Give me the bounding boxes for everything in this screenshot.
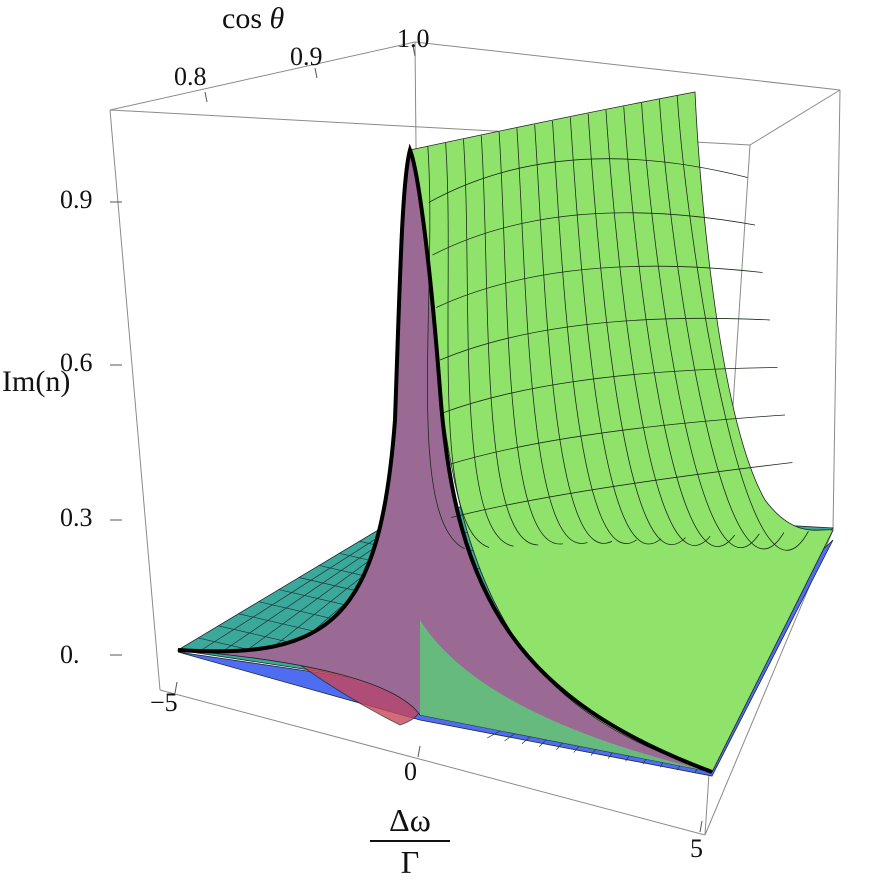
x-tick-label: 0: [404, 757, 417, 786]
y-axis-title: cos θ: [222, 2, 285, 35]
y-tick-label: 0.8: [174, 62, 207, 91]
ridge-grid-line: [534, 124, 613, 544]
ridge-shade: [420, 620, 712, 772]
ridge-grid-line: [451, 462, 793, 518]
z-tick-label: 0.3: [60, 503, 93, 532]
ridge-grid-line: [443, 367, 778, 413]
ridge-grid-line: [463, 139, 514, 547]
ridge-grid-line: [427, 146, 465, 550]
ridge-grid-line: [605, 110, 711, 546]
ridge-grid-line: [569, 117, 662, 545]
y-tick-label: 1.0: [397, 24, 430, 53]
tick-marks: [110, 45, 703, 833]
z-tick-label: 0.9: [60, 185, 93, 214]
ridge-grid-line: [428, 158, 748, 203]
z-axis-title: Im(n): [2, 365, 71, 398]
ridge-grid-line: [587, 113, 686, 546]
y-tick-label: 0.9: [290, 42, 323, 71]
box-edge: [109, 41, 416, 111]
ridge-grid-line: [641, 102, 760, 548]
ridge-grid-line: [480, 135, 539, 546]
box-edge: [749, 89, 841, 146]
ridge-grid-line: [445, 142, 490, 548]
x-tick: [417, 745, 421, 758]
x-tick-label: 5: [690, 834, 703, 863]
y-tick: [204, 91, 208, 103]
ridge-grid-line: [432, 212, 756, 256]
z-tick-label: 0.6: [60, 348, 93, 377]
ridge-grid-line: [439, 317, 771, 361]
ridge-grid-line: [516, 128, 588, 544]
x-tick: [174, 681, 178, 694]
y-tick: [314, 67, 318, 79]
fraction-bar: [370, 840, 450, 842]
box-edge: [109, 109, 161, 691]
ridge-grid-line: [552, 120, 637, 544]
box-edge: [832, 89, 841, 531]
x-tick: [699, 820, 703, 833]
ridge-grid-line: [436, 265, 763, 308]
x-axis-title-numerator: Δω: [389, 802, 431, 838]
ridge-grid-line: [676, 95, 809, 551]
ridge-grid-line: [498, 131, 563, 545]
ridge-grid-line: [623, 106, 736, 547]
ridge-grid: [427, 95, 809, 551]
box-edge: [414, 41, 841, 91]
box-edge: [159, 689, 706, 836]
z-tick-label: 0.: [60, 640, 80, 669]
x-axis-title-denominator: Γ: [400, 844, 420, 880]
highlight-curve: [177, 143, 713, 774]
y-tick: [412, 45, 416, 57]
x-tick-label: −5: [150, 688, 178, 717]
ridge-grid-line: [447, 414, 786, 466]
ridge-grid-line: [658, 99, 785, 550]
x-axis-title: Δω Γ: [362, 800, 458, 882]
